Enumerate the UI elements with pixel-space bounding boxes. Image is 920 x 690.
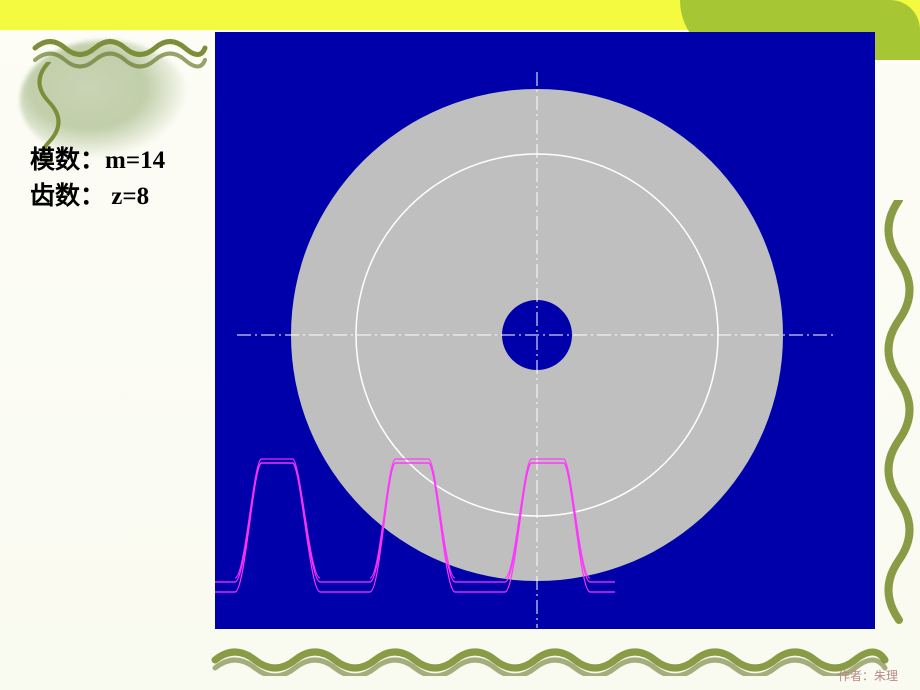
author-text: 作者：朱理 <box>838 669 898 683</box>
modulus-label: 模数： <box>30 147 105 174</box>
teeth-label: 齿数： <box>30 183 105 210</box>
slide: 模数：m=14 齿数： z=8 作者：朱理 <box>0 0 920 690</box>
teeth-value: z=8 <box>111 183 149 210</box>
gear-diagram <box>215 32 875 629</box>
modulus-value: m=14 <box>105 147 165 174</box>
author-credit: 作者：朱理 <box>838 667 898 684</box>
param-modulus: 模数：m=14 <box>30 140 165 176</box>
param-teeth: 齿数： z=8 <box>30 176 149 212</box>
